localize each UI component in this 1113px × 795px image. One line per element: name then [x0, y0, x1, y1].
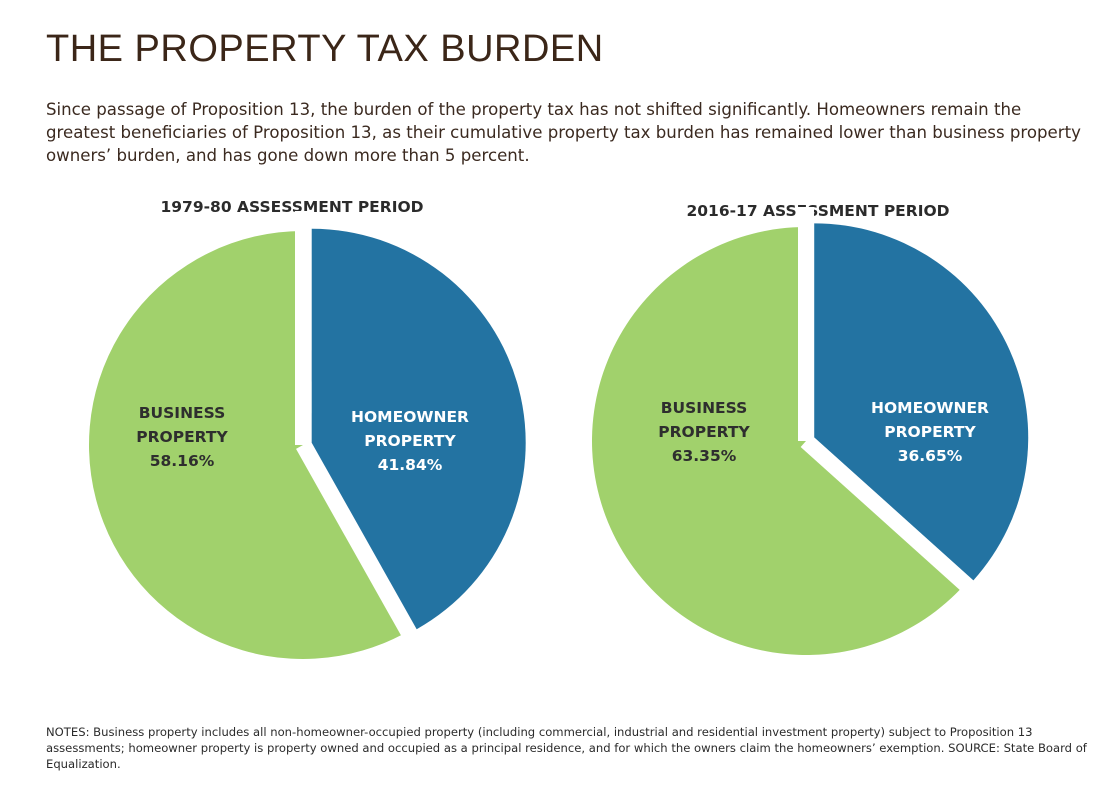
pie-chart-2016-17: 2016-17 ASSESSMENT PERIOD HOMEOWNER PROPER… — [591, 202, 1029, 655]
slice-category-label: PROPERTY — [136, 428, 228, 446]
pie-slice-business — [88, 231, 408, 659]
slice-value-label: 41.84% — [378, 456, 443, 474]
slice-label-homeowner: HOMEOWNER PROPERTY 41.84% — [351, 408, 469, 474]
slice-value-label: 63.35% — [672, 447, 737, 465]
pie-slice-business — [591, 227, 966, 655]
slice-category-label: BUSINESS — [139, 404, 226, 422]
chart-title: 1979-80 ASSESSMENT PERIOD — [160, 198, 423, 216]
slice-gap — [296, 441, 425, 653]
slice-category-label: HOMEOWNER — [351, 408, 469, 426]
chart-title: 2016-17 ASSESSMENT PERIOD — [686, 202, 949, 220]
slice-gap — [800, 435, 986, 604]
pie-slice-homeowner — [814, 223, 1029, 581]
page-title: THE PROPERTY TAX BURDEN — [46, 28, 604, 70]
slice-category-label: PROPERTY — [884, 423, 976, 441]
slice-label-business: BUSINESS PROPERTY 63.35% — [658, 399, 750, 465]
slice-category-label: BUSINESS — [661, 399, 748, 417]
slice-category-label: PROPERTY — [364, 432, 456, 450]
slice-category-label: HOMEOWNER — [871, 399, 989, 417]
pie-chart-1979-80: 1979-80 ASSESSMENT PERIOD HOMEOWNER PROPER… — [88, 198, 526, 659]
pie-charts: 1979-80 ASSESSMENT PERIOD HOMEOWNER PROPER… — [88, 198, 1029, 659]
slice-category-label: PROPERTY — [658, 423, 750, 441]
slice-label-business: BUSINESS PROPERTY 58.16% — [136, 404, 228, 470]
notes-source: NOTES: Business property includes all no… — [46, 725, 1087, 771]
intro-paragraph: Since passage of Proposition 13, the bur… — [46, 100, 1081, 165]
slice-value-label: 36.65% — [898, 447, 963, 465]
slice-label-homeowner: HOMEOWNER PROPERTY 36.65% — [871, 399, 989, 465]
pie-slice-homeowner — [311, 228, 526, 630]
slice-value-label: 58.16% — [150, 452, 215, 470]
